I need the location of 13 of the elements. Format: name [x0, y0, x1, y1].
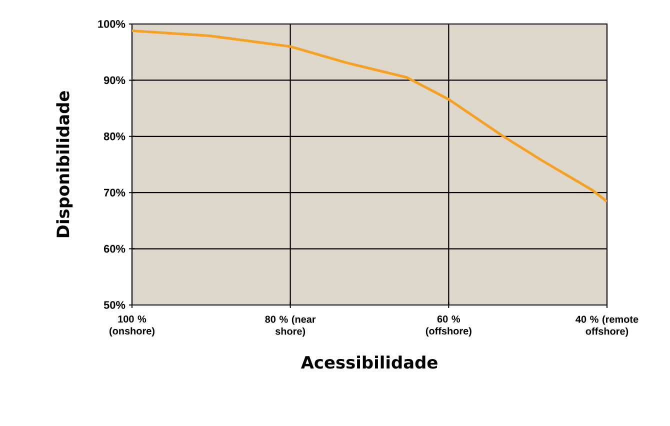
y-tick-label: 70% [104, 188, 126, 196]
x-tick-label: 60 % (offshore) [426, 316, 472, 336]
y-tick-label: 60% [104, 244, 126, 253]
x-tick-label: 80 % (near shore) [265, 316, 316, 337]
y-tick-label: 50% [104, 301, 126, 309]
y-tick-label: 100% [98, 20, 126, 28]
x-tick-label: 40 % (remote offshore) [576, 316, 638, 337]
x-axis-title: Acessibilidade [300, 356, 438, 369]
y-axis-title: Disponibilidade [56, 91, 73, 238]
y-tick-label: 90% [104, 76, 126, 84]
y-tick-label: 80% [104, 132, 126, 140]
line-series [132, 29, 607, 203]
x-tick-label: 100 % (onshore) [110, 316, 154, 336]
